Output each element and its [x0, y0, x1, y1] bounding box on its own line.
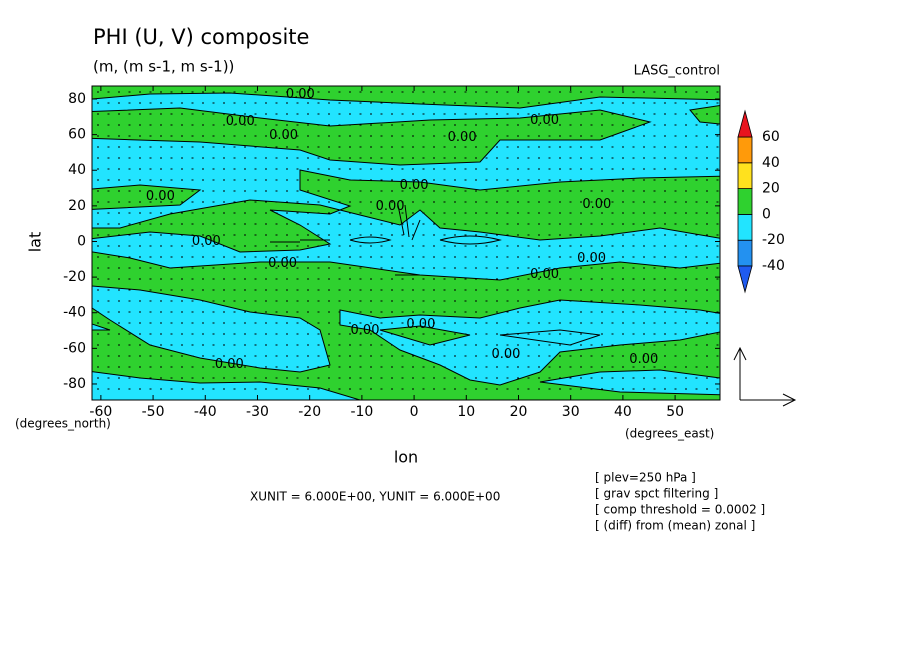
colorbar-extend-high [737, 109, 753, 138]
chart-subtitle: (m, (m s-1, m s-1)) [93, 58, 234, 76]
colorbar-segment [737, 188, 753, 215]
colorbar-segment [737, 239, 753, 267]
contour-label: 0.00 [215, 357, 244, 372]
x-tick-label: -40 [194, 404, 217, 420]
contour-fill [689, 104, 720, 125]
contour-label: 0.00 [146, 189, 175, 204]
colorbar-segment [737, 213, 753, 241]
x-tick-label: 40 [614, 404, 632, 420]
contour-label: 0.00 [491, 347, 520, 362]
contour-label: 0.00 [448, 130, 477, 145]
note: [ plev=250 hPa ] [595, 471, 696, 485]
y-tick-label: -60 [63, 340, 86, 356]
x-tick-label: -10 [350, 404, 373, 420]
contour-label: 0.00 [286, 87, 315, 102]
contour-label: 0.00 [629, 352, 658, 367]
colorbar-label: -20 [762, 232, 785, 248]
contour-label: 0.00 [192, 234, 221, 249]
y-tick-label: 0 [77, 233, 86, 249]
x-tick-label: 50 [666, 404, 684, 420]
x-tick-label: 20 [510, 404, 528, 420]
colorbar-label: 60 [762, 129, 780, 145]
x-tick-label: -20 [298, 404, 321, 420]
contour-fill [339, 299, 720, 386]
y-axis-label: lat [26, 232, 45, 253]
contour-label: 0.00 [530, 113, 559, 128]
colorbar-segment [737, 162, 753, 190]
y-unit: (degrees_north) [15, 417, 111, 431]
vector [270, 204, 502, 276]
contour-label: 0.00 [406, 317, 435, 332]
contour-label: 0.00 [226, 114, 255, 129]
x-tick-label: 0 [410, 404, 419, 420]
contour-label: 0.00 [351, 323, 380, 338]
y-tick-label: 20 [68, 198, 86, 214]
x-tick-label: -30 [246, 404, 269, 420]
colorbar-label: 20 [762, 181, 780, 197]
contour-fill [92, 371, 361, 400]
reference-vector [733, 346, 797, 407]
contour-label: 0.00 [269, 128, 298, 143]
colorbar-label: 0 [762, 206, 771, 222]
vector-unit: XUNIT = 6.000E+00, YUNIT = 6.000E+00 [250, 490, 500, 504]
colorbar-segment [737, 136, 753, 164]
contour-label: 0.00 [268, 256, 297, 271]
x-tick-label: 10 [457, 404, 475, 420]
x-axis-label: lon [394, 448, 418, 467]
y-tick-label: 60 [68, 127, 86, 143]
contour-label: 0.00 [577, 251, 606, 266]
note: [ (diff) from (mean) zonal ] [595, 519, 755, 533]
note: [ comp threshold = 0.0002 ] [595, 503, 765, 517]
note: [ grav spct filtering ] [595, 487, 718, 501]
x-tick-label: -50 [142, 404, 165, 420]
contour-fill [92, 285, 331, 373]
colorbar-label: 40 [762, 155, 780, 171]
y-tick-label: -80 [63, 376, 86, 392]
contour-label: 0.00 [582, 197, 611, 212]
contour-fill [92, 86, 720, 109]
plot-field [92, 86, 720, 400]
contour-label: 0.00 [376, 199, 405, 214]
vector-field [97, 91, 719, 390]
y-tick-label: 40 [68, 162, 86, 178]
y-tick-label: -40 [63, 305, 86, 321]
plot-frame [91, 85, 721, 401]
equatorial-vectors [270, 204, 502, 276]
chart-title: PHI (U, V) composite [93, 25, 309, 49]
contour-fill [379, 325, 471, 346]
colorbar-label: -40 [762, 258, 785, 274]
colorbar-extend-low [737, 265, 753, 294]
contour-label: 0.00 [400, 178, 429, 193]
reference-arrow [733, 346, 797, 407]
run-label: LASG_control [634, 64, 720, 79]
y-tick-label: -20 [63, 269, 86, 285]
contour-fill [499, 329, 601, 346]
x-tick-label: 30 [562, 404, 580, 420]
y-tick-label: 80 [68, 91, 86, 107]
x-tick-label: -60 [89, 404, 112, 420]
x-unit: (degrees_east) [625, 427, 714, 441]
contour-label: 0.00 [530, 267, 559, 282]
